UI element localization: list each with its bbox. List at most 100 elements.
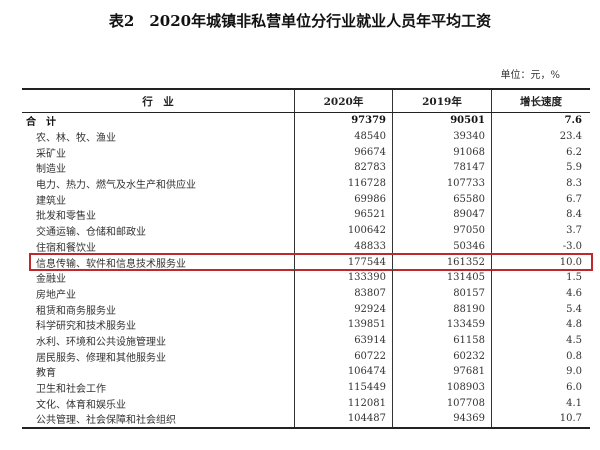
table-row: 文化、体育和娱乐业 112081 107708 4.1 <box>22 395 590 412</box>
growth-cell: -3.0 <box>491 238 590 255</box>
value-2019-cell: 50346 <box>392 238 491 255</box>
value-2020-cell: 106474 <box>294 364 392 380</box>
table-row: 居民服务、修理和其他服务业 60722 60232 0.8 <box>22 348 590 364</box>
value-2019-cell: 78147 <box>392 160 491 176</box>
growth-cell: 9.0 <box>491 364 590 380</box>
value-2019-cell: 107708 <box>392 395 491 412</box>
header-growth: 增长速度 <box>491 90 590 112</box>
value-2020-cell: 96521 <box>294 207 392 223</box>
header-2019: 2019年 <box>392 90 491 112</box>
table-row: 房地产业 83807 80157 4.6 <box>22 285 590 302</box>
wage-table: 行 业 2020年 2019年 增长速度 合 计 97379 90501 7.6 农、林… <box>22 88 593 429</box>
value-2019-cell: 133459 <box>392 316 491 333</box>
growth-cell: 4.8 <box>491 316 590 333</box>
value-2020-cell: 139851 <box>294 316 392 333</box>
value-2020-cell: 177544 <box>294 254 392 270</box>
table-row: 制造业 82783 78147 5.9 <box>22 160 590 176</box>
growth-cell: 7.6 <box>491 113 590 129</box>
value-2020-cell: 116728 <box>294 175 392 192</box>
growth-cell: 23.4 <box>491 128 590 145</box>
industry-cell: 公共管理、社会保障和社会组织 <box>36 415 176 427</box>
growth-cell: 4.1 <box>491 395 590 412</box>
table-row: 金融业 133390 131405 1.5 <box>22 269 590 286</box>
industry-cell: 合 计 <box>26 117 56 129</box>
table-header: 行 业 2020年 2019年 增长速度 <box>22 90 590 113</box>
table-row: 科学研究和技术服务业 139851 133459 4.8 <box>22 316 590 333</box>
table-row: 水利、环境和公共设施管理业 63914 61158 4.5 <box>22 332 590 349</box>
table-title: 表2 2020年城镇非私营单位分行业就业人员年平均工资 <box>108 12 492 30</box>
header-2020: 2020年 <box>294 90 392 112</box>
growth-cell: 4.5 <box>491 332 590 349</box>
value-2020-cell: 97379 <box>294 113 392 129</box>
industry-cell: 科学研究和技术服务业 <box>36 321 136 333</box>
value-2019-cell: 94369 <box>392 411 491 427</box>
growth-cell: 5.4 <box>491 301 590 317</box>
growth-cell: 8.4 <box>491 207 590 223</box>
value-2020-cell: 63914 <box>294 332 392 349</box>
total-row: 合 计 97379 90501 7.6 <box>22 113 590 129</box>
industry-cell: 卫生和社会工作 <box>36 384 106 396</box>
industry-cell: 房地产业 <box>36 289 76 301</box>
table-row: 建筑业 69986 65580 6.7 <box>22 191 590 208</box>
value-2020-cell: 69986 <box>294 191 392 208</box>
industry-cell: 文化、体育和娱乐业 <box>36 399 126 411</box>
value-2020-cell: 96674 <box>294 144 392 161</box>
value-2019-cell: 65580 <box>392 191 491 208</box>
value-2020-cell: 92924 <box>294 301 392 317</box>
value-2019-cell: 97050 <box>392 222 491 239</box>
industry-cell: 交通运输、仓储和邮政业 <box>36 227 146 239</box>
table-row: 交通运输、仓储和邮政业 100642 97050 3.7 <box>22 222 590 239</box>
industry-cell: 金融业 <box>36 274 66 286</box>
value-2019-cell: 161352 <box>392 254 491 270</box>
table-row: 农、林、牧、渔业 48540 39340 23.4 <box>22 128 590 145</box>
value-2019-cell: 60232 <box>392 348 491 364</box>
industry-cell: 租赁和商务服务业 <box>36 305 116 317</box>
value-2020-cell: 60722 <box>294 348 392 364</box>
growth-cell: 4.6 <box>491 285 590 302</box>
value-2019-cell: 89047 <box>392 207 491 223</box>
value-2019-cell: 39340 <box>392 128 491 145</box>
table-row: 电力、热力、燃气及水生产和供应业 116728 107733 8.3 <box>22 175 590 192</box>
value-2019-cell: 90501 <box>392 113 491 129</box>
value-2019-cell: 61158 <box>392 332 491 349</box>
value-2019-cell: 108903 <box>392 379 491 396</box>
industry-cell: 居民服务、修理和其他服务业 <box>36 352 166 364</box>
industry-cell: 制造业 <box>36 164 66 176</box>
value-2020-cell: 115449 <box>294 379 392 396</box>
table-row: 住宿和餐饮业 48833 50346 -3.0 <box>22 238 590 255</box>
value-2020-cell: 83807 <box>294 285 392 302</box>
growth-cell: 1.5 <box>491 269 590 286</box>
table-row: 公共管理、社会保障和社会组织 104487 94369 10.7 <box>22 411 590 427</box>
table-row: 批发和零售业 96521 89047 8.4 <box>22 207 590 223</box>
industry-cell: 建筑业 <box>36 195 66 207</box>
value-2019-cell: 131405 <box>392 269 491 286</box>
table-row: 采矿业 96674 91068 6.2 <box>22 144 590 161</box>
growth-cell: 10.7 <box>491 411 590 427</box>
growth-cell: 6.2 <box>491 144 590 161</box>
industry-cell: 采矿业 <box>36 148 66 160</box>
industry-cell: 教育 <box>36 368 56 380</box>
industry-cell: 住宿和餐饮业 <box>36 242 96 254</box>
value-2020-cell: 112081 <box>294 395 392 412</box>
industry-cell: 信息传输、软件和信息技术服务业 <box>36 258 186 270</box>
industry-cell: 批发和零售业 <box>36 211 96 223</box>
highlighted-row: 信息传输、软件和信息技术服务业 177544 161352 10.0 <box>29 253 593 271</box>
value-2019-cell: 97681 <box>392 364 491 380</box>
unit-label: 单位：元，% <box>500 70 560 81</box>
value-2020-cell: 82783 <box>294 160 392 176</box>
value-2019-cell: 91068 <box>392 144 491 161</box>
table-row: 卫生和社会工作 115449 108903 6.0 <box>22 379 590 396</box>
growth-cell: 6.7 <box>491 191 590 208</box>
table-row: 教育 106474 97681 9.0 <box>22 364 590 380</box>
value-2020-cell: 48540 <box>294 128 392 145</box>
table-row: 租赁和商务服务业 92924 88190 5.4 <box>22 301 590 317</box>
header-industry: 行 业 <box>142 95 174 108</box>
value-2020-cell: 48833 <box>294 238 392 255</box>
value-2019-cell: 107733 <box>392 175 491 192</box>
growth-cell: 6.0 <box>491 379 590 396</box>
value-2020-cell: 100642 <box>294 222 392 239</box>
industry-cell: 电力、热力、燃气及水生产和供应业 <box>36 180 196 192</box>
growth-cell: 10.0 <box>491 254 590 270</box>
growth-cell: 3.7 <box>491 222 590 239</box>
growth-cell: 0.8 <box>491 348 590 364</box>
